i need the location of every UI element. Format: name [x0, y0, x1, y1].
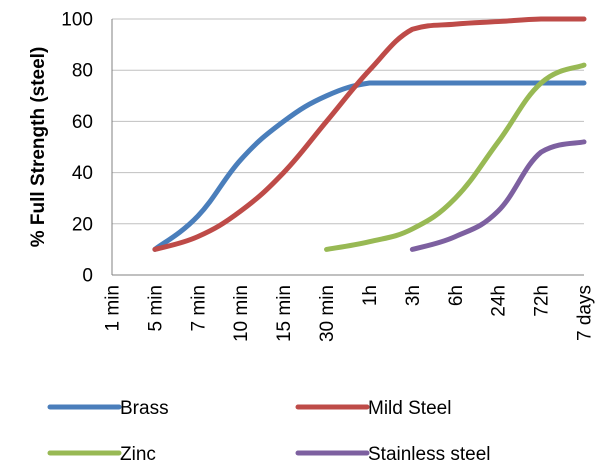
- x-tick-label-10-min: 10 min: [231, 285, 252, 342]
- axes: [111, 19, 584, 276]
- series-lines: [152, 16, 587, 252]
- legend: Brass Mild Steel Zinc Stainless steel: [47, 398, 491, 465]
- series-line-stainless-steel: [409, 139, 587, 252]
- x-tick-label-1h: 1h: [360, 285, 381, 306]
- x-tick-labels: 1 min 5 min 7 min 10 min 15 min 30 min 1h 3h 6h 2…: [103, 285, 596, 342]
- y-tick-labels: 0 20 40 60 80 100: [61, 10, 93, 287]
- x-tick-label-72h: 72h: [532, 285, 553, 317]
- y-tick-label-40: 40: [72, 163, 93, 184]
- x-tick-label-7-min: 7 min: [188, 285, 209, 331]
- x-tick-label-30-min: 30 min: [317, 285, 338, 342]
- series-line-zinc: [324, 62, 587, 252]
- y-tick-label-80: 80: [72, 61, 93, 82]
- x-tick-label-1-min: 1 min: [103, 285, 124, 331]
- x-tick-label-6h: 6h: [446, 285, 467, 306]
- y-tick-label-20: 20: [72, 214, 93, 235]
- legend-label-mild-steel: Mild Steel: [368, 398, 451, 419]
- x-tick-label-15-min: 15 min: [274, 285, 295, 342]
- y-axis-title: % Full Strength (steel): [28, 47, 49, 248]
- legend-label-stainless-steel: Stainless steel: [368, 444, 491, 465]
- series-line-brass: [152, 80, 587, 252]
- y-tick-label-60: 60: [72, 112, 93, 133]
- series-line-mild-steel: [152, 16, 587, 252]
- legend-label-zinc: Zinc: [120, 444, 156, 465]
- x-tick-label-7-days: 7 days: [575, 285, 596, 341]
- legend-label-brass: Brass: [120, 398, 169, 419]
- gridlines: [112, 18, 584, 225]
- x-tick-label-3h: 3h: [403, 285, 424, 306]
- y-tick-label-0: 0: [82, 266, 93, 287]
- x-tick-label-24h: 24h: [489, 285, 510, 317]
- y-tick-label-100: 100: [61, 10, 93, 31]
- x-tick-label-5-min: 5 min: [145, 285, 166, 331]
